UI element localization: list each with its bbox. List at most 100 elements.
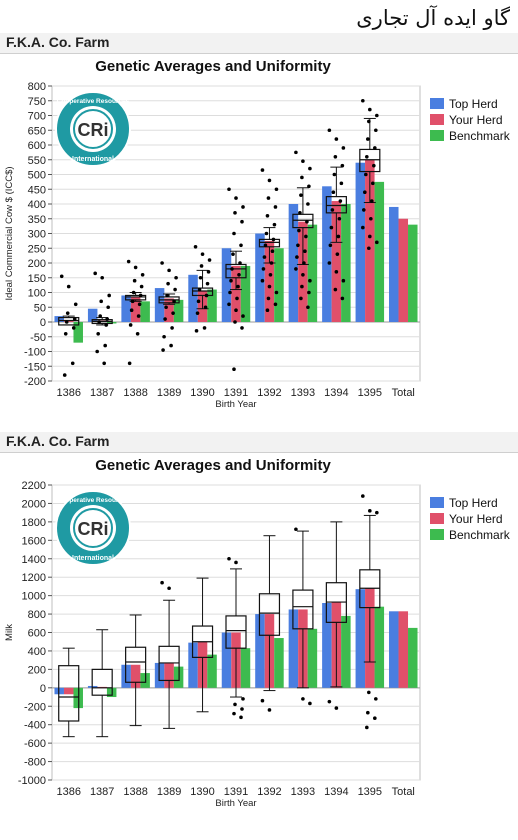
data-point [296,243,300,248]
box [292,213,314,229]
data-point [199,264,204,268]
data-point [70,361,75,366]
y-tick-label: 400 [28,199,46,211]
data-point [267,284,272,289]
data-point [235,296,239,301]
chart-body: Genetic Averages and Uniformity -1000 -800… [0,453,518,810]
x-tick-label: 1388 [123,387,147,399]
bar-benchmark [73,322,83,343]
bar-top-herd [221,632,232,688]
data-point [227,302,231,307]
x-tick-label: Total [392,786,415,798]
data-point [106,305,110,310]
data-point [163,317,167,321]
bar-benchmark [374,606,385,688]
data-point [95,349,99,354]
legend-swatch [430,114,444,125]
data-point [130,299,135,304]
data-point [241,314,245,318]
data-point [300,175,304,180]
y-tick-label: -50 [30,332,46,344]
data-point [105,317,109,321]
bar-top-herd [355,589,366,688]
data-point [96,332,100,336]
data-point [240,219,244,224]
y-tick-label: 0 [40,317,46,329]
data-point [267,178,272,183]
data-point [333,287,338,292]
legend-label: Top Herd [449,97,498,111]
data-point [308,701,312,706]
box [258,238,281,248]
y-tick-label: 100 [28,288,46,300]
data-point [239,715,243,720]
data-point [273,205,278,209]
data-point [59,274,64,279]
data-point [200,252,205,256]
x-tick-label: 1390 [190,786,214,798]
x-tick-label: 1389 [157,786,181,798]
data-point [294,267,298,271]
data-point [107,293,111,298]
data-point [260,168,265,172]
data-point [161,348,165,352]
box [58,316,80,326]
data-point [166,281,170,286]
box [225,263,247,279]
data-point [301,159,305,164]
bar-top-herd [221,248,232,322]
y-tick-label: 550 [28,155,46,167]
data-point [167,268,171,273]
data-point [167,586,171,591]
y-tick-label: 1600 [22,535,46,547]
y-tick-label: 800 [28,81,46,93]
data-point [308,166,312,171]
data-point [265,214,270,218]
logo-bottom-text: International [72,555,114,562]
bar-your-herd [398,218,409,322]
data-point [160,261,164,265]
box [292,589,314,630]
legend-label: Your Herd [449,113,503,127]
bar-your-herd [331,201,342,322]
panel-header: F.K.A. Co. Farm [0,33,518,54]
data-point [138,293,143,298]
data-point [303,249,307,253]
data-point [261,267,266,271]
data-point [237,273,241,277]
bar-top-herd [188,642,198,688]
y-tick-label: 1000 [22,591,46,603]
bar-your-herd [398,611,409,688]
data-point [233,320,237,324]
y-tick-label: 500 [28,170,46,182]
data-point [373,146,377,150]
y-tick-label: 600 [28,628,46,640]
y-tick-label: -600 [24,738,46,750]
data-point [127,361,132,366]
data-point [205,281,210,286]
chart-title: Genetic Averages and Uniformity [95,457,331,474]
x-tick-label: 1389 [157,387,181,399]
data-point [241,697,245,701]
data-point [270,249,275,253]
data-point [103,343,107,348]
bar-benchmark [207,289,217,322]
data-point [232,367,236,372]
data-point [196,299,201,304]
data-point [139,284,144,289]
data-point [366,137,370,141]
y-tick-label: 750 [28,96,46,108]
data-point [375,240,379,245]
data-point [294,150,298,155]
data-point [331,190,336,194]
page-title: گاو ایده آل تجاری [356,6,510,30]
data-point [372,163,376,168]
bar-benchmark [240,265,251,322]
legend-swatch [430,98,444,109]
data-point [64,320,69,324]
farm-label: F.K.A. Co. Farm [6,34,110,50]
bar-benchmark [341,204,351,322]
x-tick-label: 1395 [358,786,382,798]
data-point [361,225,365,230]
data-point [340,163,345,168]
